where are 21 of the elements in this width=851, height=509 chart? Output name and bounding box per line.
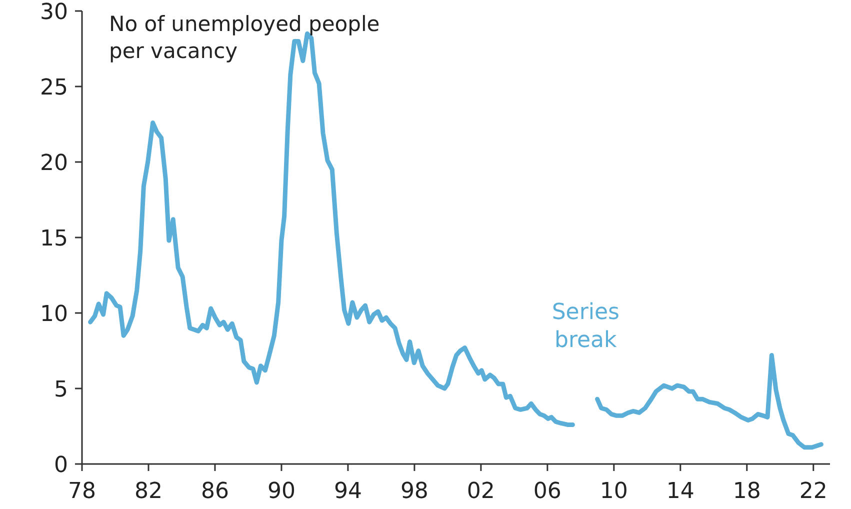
- y-tick-label: 15: [40, 226, 68, 252]
- annotation: Series break: [552, 300, 620, 354]
- x-tick-label: 90: [267, 479, 296, 504]
- y-tick-label: 5: [54, 377, 68, 402]
- y-tick-label: 10: [40, 302, 68, 327]
- y-tick-label: 30: [40, 0, 68, 25]
- y-tick-label: 0: [54, 452, 68, 478]
- x-tick-label: 94: [334, 479, 362, 504]
- x-tick-label: 22: [799, 479, 828, 504]
- x-tick-label: 78: [68, 479, 96, 504]
- x-tick-label: 18: [732, 479, 761, 504]
- x-tick-label: 14: [666, 479, 694, 504]
- x-tick-label: 98: [400, 479, 428, 504]
- y-tick-label: 25: [40, 75, 68, 100]
- x-tick-label: 86: [200, 479, 229, 504]
- x-tick-label: 10: [600, 479, 628, 504]
- x-tick-label: 82: [134, 479, 162, 504]
- text: No of unemployed people per vacancy: [109, 12, 380, 63]
- x-tick-label: 06: [533, 479, 562, 504]
- y-tick-label: 20: [40, 150, 68, 176]
- x-tick-label: 02: [466, 479, 495, 504]
